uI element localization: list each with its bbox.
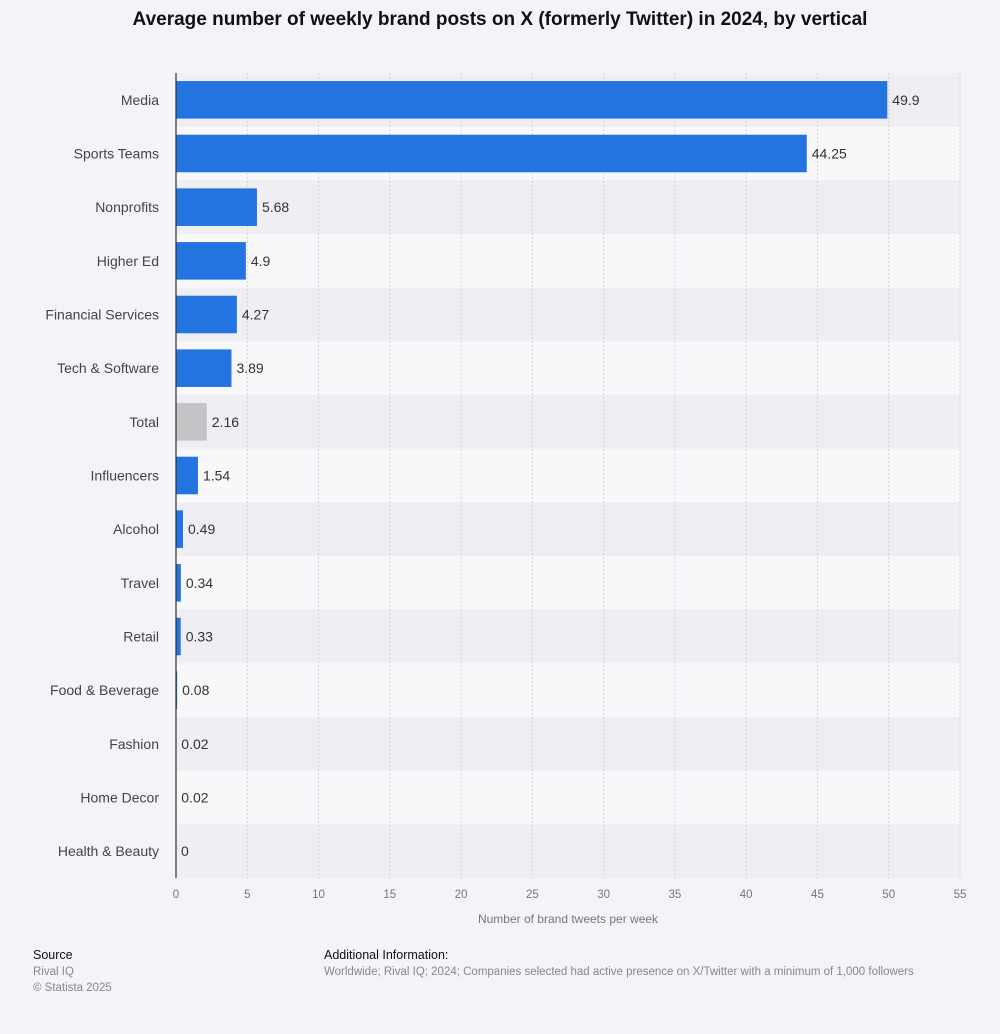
value-label: 4.9 — [251, 253, 271, 269]
bar — [176, 134, 807, 173]
value-label: 44.25 — [812, 146, 847, 162]
x-tick-label: 55 — [954, 889, 967, 901]
row-band — [176, 180, 960, 234]
category-label: Travel — [121, 575, 159, 591]
category-label: Fashion — [109, 736, 159, 752]
category-label: Higher Ed — [97, 253, 159, 269]
source-name: Rival IQ — [33, 966, 74, 978]
value-label: 1.54 — [203, 468, 230, 484]
category-label: Total — [129, 414, 159, 430]
category-label: Alcohol — [113, 521, 159, 537]
x-tick-label: 5 — [244, 889, 250, 901]
value-label: 0.02 — [181, 736, 208, 752]
value-label: 0.34 — [186, 575, 213, 591]
value-label: 2.16 — [212, 414, 239, 430]
row-band — [176, 395, 960, 449]
category-label: Tech & Software — [57, 360, 159, 376]
value-label: 5.68 — [262, 199, 289, 215]
row-band — [176, 234, 960, 288]
x-tick-label: 45 — [811, 889, 824, 901]
x-tick-label: 25 — [526, 889, 539, 901]
additional-text: Worldwide; Rival IQ; 2024; Companies sel… — [324, 966, 914, 978]
source-heading: Source — [33, 948, 73, 962]
category-label: Health & Beauty — [58, 843, 159, 859]
value-label: 0 — [181, 843, 189, 859]
value-label: 0.33 — [186, 629, 213, 645]
row-band — [176, 824, 960, 878]
additional-heading: Additional Information: — [324, 948, 449, 962]
x-tick-label: 35 — [669, 889, 682, 901]
category-label: Food & Beverage — [50, 682, 159, 698]
x-axis-title: Number of brand tweets per week — [478, 912, 659, 926]
bar — [176, 242, 246, 280]
value-label: 4.27 — [242, 307, 269, 323]
row-band — [176, 717, 960, 771]
value-label: 0.49 — [188, 521, 215, 537]
row-band — [176, 287, 960, 342]
source-block: Source Rival IQ © Statista 2025 — [33, 948, 112, 996]
x-tick-label: 15 — [383, 889, 396, 901]
category-label: Retail — [123, 629, 159, 645]
row-band — [176, 341, 960, 395]
row-band — [176, 609, 960, 664]
bar — [176, 564, 181, 602]
bar — [176, 349, 232, 387]
bar — [176, 617, 181, 656]
additional-info-block: Additional Information: Worldwide; Rival… — [324, 948, 984, 980]
x-tick-label: 10 — [312, 889, 325, 901]
category-label: Home Decor — [80, 790, 159, 806]
copyright: © Statista 2025 — [33, 982, 112, 994]
row-band — [176, 556, 960, 610]
category-label: Nonprofits — [95, 199, 159, 215]
category-label: Financial Services — [45, 307, 159, 323]
x-tick-label: 0 — [173, 889, 179, 901]
bar — [176, 81, 888, 119]
category-label: Sports Teams — [74, 146, 159, 162]
x-tick-label: 40 — [740, 889, 753, 901]
x-tick-label: 30 — [597, 889, 610, 901]
bar — [176, 456, 198, 495]
x-tick-label: 50 — [882, 889, 895, 901]
row-band — [176, 502, 960, 556]
value-label: 49.9 — [892, 92, 919, 108]
category-label: Influencers — [91, 468, 159, 484]
chart-title: Average number of weekly brand posts on … — [132, 9, 868, 30]
bar — [176, 295, 237, 334]
row-band — [176, 448, 960, 503]
bar — [176, 188, 257, 226]
value-label: 0.02 — [181, 790, 208, 806]
value-label: 0.08 — [182, 682, 209, 698]
x-tick-label: 20 — [455, 889, 468, 901]
bar — [176, 403, 207, 441]
bar — [176, 510, 183, 548]
category-label: Media — [121, 92, 159, 108]
row-band — [176, 770, 960, 825]
value-label: 3.89 — [236, 360, 263, 376]
row-band — [176, 663, 960, 717]
bar-chart: 0 5 10 15 20 25 30 35 40 45 50 55 Media 49.9 Sports Te… — [45, 73, 967, 926]
